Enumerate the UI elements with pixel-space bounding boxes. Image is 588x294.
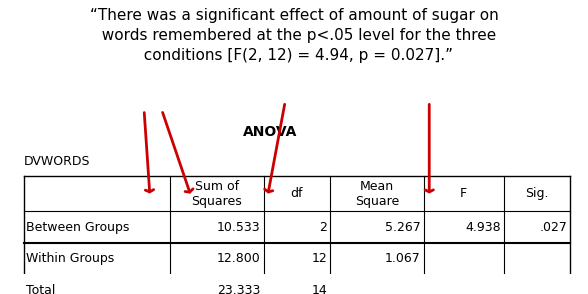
Text: 5.267: 5.267 (385, 220, 420, 234)
Text: 2: 2 (319, 220, 328, 234)
Text: 10.533: 10.533 (217, 220, 260, 234)
Text: “There was a significant effect of amount of sugar on
  words remembered at the : “There was a significant effect of amoun… (89, 8, 499, 63)
Text: 12: 12 (312, 252, 328, 265)
Text: df: df (290, 187, 303, 200)
Text: Between Groups: Between Groups (26, 220, 130, 234)
Text: Within Groups: Within Groups (26, 252, 115, 265)
Text: ANOVA: ANOVA (243, 125, 298, 139)
Text: 4.938: 4.938 (465, 220, 501, 234)
Text: DVWORDS: DVWORDS (24, 156, 90, 168)
Text: Sum of
Squares: Sum of Squares (192, 180, 242, 208)
Text: Total: Total (26, 284, 56, 294)
Text: F: F (460, 187, 467, 200)
Text: 1.067: 1.067 (385, 252, 420, 265)
Text: Mean
Square: Mean Square (355, 180, 399, 208)
Text: .027: .027 (540, 220, 567, 234)
Text: Sig.: Sig. (525, 187, 549, 200)
Text: 12.800: 12.800 (217, 252, 260, 265)
Text: 23.333: 23.333 (218, 284, 260, 294)
Text: 14: 14 (312, 284, 328, 294)
